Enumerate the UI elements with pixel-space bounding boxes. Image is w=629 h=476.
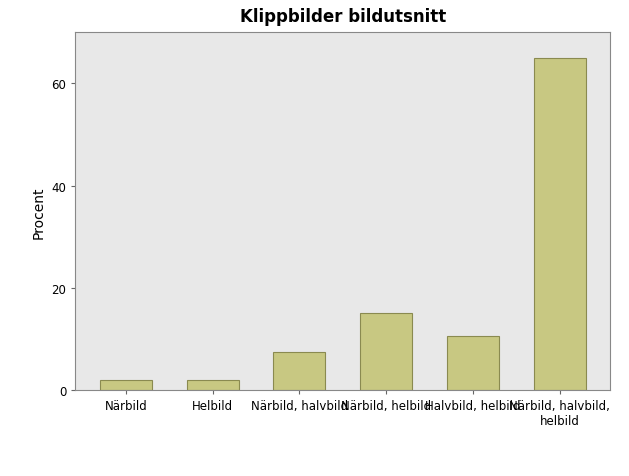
Bar (274, 352, 325, 390)
Bar (100, 380, 152, 390)
Bar (447, 337, 499, 390)
Bar (534, 59, 586, 390)
Bar (187, 380, 238, 390)
Y-axis label: Procent: Procent (32, 186, 46, 238)
Title: Klippbilder bildutsnitt: Klippbilder bildutsnitt (240, 8, 446, 26)
Bar (360, 314, 412, 390)
